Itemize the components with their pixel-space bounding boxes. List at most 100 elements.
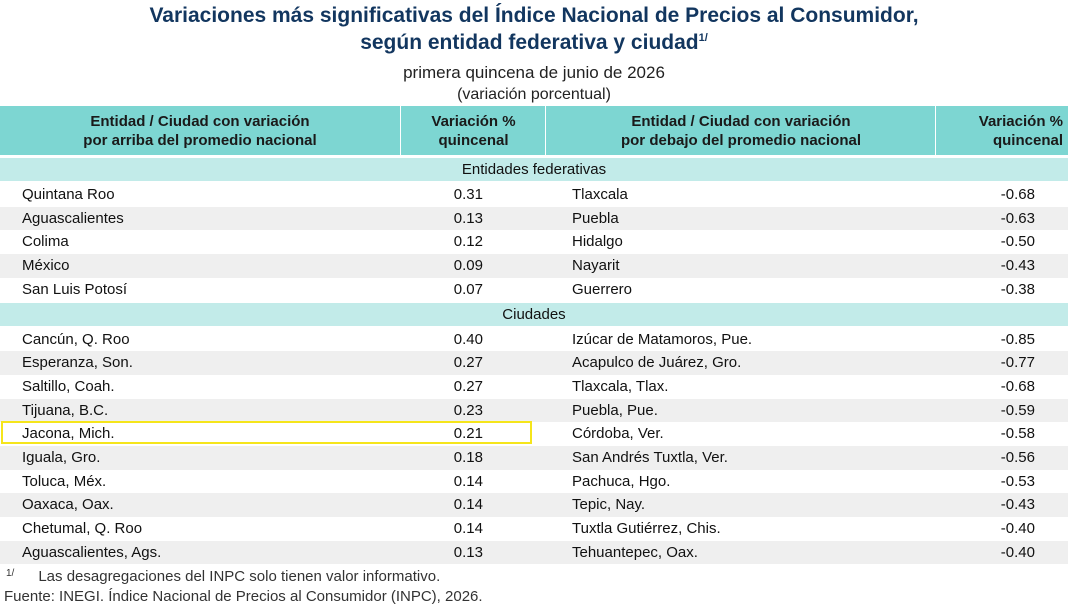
row: Quintana Roo 0.31 Tlaxcala -0.68	[0, 183, 1068, 207]
row: Tijuana, B.C. 0.23 Puebla, Pue. -0.59	[0, 398, 1068, 423]
name-cell: Tlaxcala, Tlax.	[572, 377, 669, 395]
row: Iguala, Gro. 0.18 San Andrés Tuxtla, Ver. -…	[0, 446, 1068, 470]
name-cell: San Andrés Tuxtla, Ver.	[572, 449, 728, 466]
name-cell: Iguala, Gro.	[22, 449, 101, 466]
value-cell: 0.14	[453, 520, 483, 538]
value-cell: -0.40	[1000, 543, 1035, 561]
value-cell: -0.53	[1000, 472, 1035, 490]
header-line: Entidad / Ciudad con variación	[90, 112, 310, 130]
value-cell: -0.43	[1000, 496, 1035, 514]
footnote: 1/Las desagregaciones del INPC solo tien…	[6, 568, 440, 585]
row: Chetumal, Q. Roo 0.14 Tuxtla Gutiérrez, Ch…	[0, 517, 1068, 541]
value-cell: -0.68	[1000, 377, 1035, 395]
value-cell: -0.40	[1000, 520, 1035, 538]
value-cell: 0.27	[453, 377, 483, 395]
row: San Luis Potosí 0.07 Guerrero -0.38	[0, 278, 1068, 302]
header-cell: Variación % quincenal	[400, 106, 546, 155]
title: según entidad federativa y ciudad1/	[0, 31, 1068, 55]
subtitle: primera quincena de junio de 2026	[403, 63, 665, 82]
name-cell: Jacona, Mich.	[22, 425, 115, 443]
name-cell: Quintana Roo	[22, 186, 115, 203]
value-cell: -0.68	[1000, 186, 1035, 203]
header-text: Variación % quincenal	[401, 106, 546, 155]
header-text: Entidad / Ciudad con variación por arriba…	[0, 106, 400, 155]
value-cell: 0.21	[453, 425, 483, 443]
name-cell: San Luis Potosí	[22, 280, 128, 298]
header-line: Variación %	[431, 112, 516, 130]
value-cell: 0.27	[453, 354, 483, 372]
value-cell: -0.56	[1000, 449, 1035, 466]
header-text: Entidad / Ciudad con variación por debajo…	[546, 106, 936, 155]
section-title: Ciudades	[0, 302, 1068, 326]
row: Aguascalientes, Ags. 0.13 Tehuantepec, Oax…	[0, 540, 1068, 565]
header-cell: Entidad / Ciudad con variación por arriba…	[0, 106, 400, 155]
header-line: por debajo del promedio nacional	[620, 131, 862, 149]
row: Oaxaca, Oax. 0.14 Tepic, Nay. -0.43	[0, 493, 1068, 518]
name-cell: Puebla	[572, 209, 619, 227]
name-cell: Aguascalientes, Ags.	[22, 543, 162, 561]
footnote-marker: 1/	[6, 568, 15, 579]
value-cell: -0.38	[1000, 280, 1035, 298]
value-cell: -0.85	[1000, 330, 1035, 348]
name-cell: Tehuantepec, Oax.	[572, 543, 698, 561]
header-line: Variación %	[978, 112, 1063, 130]
source: Fuente: INEGI. Índice Nacional de Precio…	[4, 588, 483, 605]
value-cell: 0.40	[453, 330, 483, 348]
footnote-text: Las desagregaciones del INPC solo tienen…	[38, 568, 441, 585]
name-cell: Nayarit	[572, 257, 620, 275]
name-cell: Guerrero	[572, 280, 633, 298]
name-cell: Pachuca, Hgo.	[572, 472, 671, 490]
value-cell: -0.59	[1000, 401, 1035, 419]
value-cell: 0.13	[453, 543, 483, 561]
row: Cancún, Q. Roo 0.40 Izúcar de Matamoros, P…	[0, 328, 1068, 352]
highlight-box	[1, 421, 532, 445]
name-cell: Puebla, Pue.	[572, 401, 658, 419]
title-text: según entidad federativa y ciudad	[360, 31, 699, 54]
value-cell: 0.09	[453, 257, 483, 275]
value-cell: 0.13	[453, 209, 483, 227]
row: Saltillo, Coah. 0.27 Tlaxcala, Tlax. -0.68	[0, 375, 1068, 399]
value-cell: 0.31	[453, 186, 483, 203]
row: Colima 0.12 Hidalgo -0.50	[0, 230, 1068, 254]
value-cell: 0.12	[453, 233, 483, 251]
name-cell: Aguascalientes	[22, 209, 124, 227]
header-line: por arriba del promedio nacional	[83, 131, 317, 149]
name-cell: Colima	[22, 233, 69, 251]
row: Jacona, Mich. 0.21 Córdoba, Ver. -0.58	[0, 422, 1068, 446]
value-cell: -0.58	[1000, 425, 1035, 443]
name-cell: Esperanza, Son.	[22, 354, 133, 372]
name-cell: Tepic, Nay.	[572, 496, 646, 514]
section-title: Entidades federativas	[0, 158, 1068, 181]
name-cell: Córdoba, Ver.	[572, 425, 664, 443]
value-cell: 0.14	[453, 496, 483, 514]
value-cell: -0.77	[1000, 354, 1035, 372]
name-cell: Izúcar de Matamoros, Pue.	[572, 330, 753, 348]
value-cell: -0.43	[1000, 257, 1035, 275]
header-text: Variación % quincenal	[936, 106, 1068, 155]
value-cell: 0.18	[453, 449, 483, 466]
name-cell: Saltillo, Coah.	[22, 377, 115, 395]
row: Toluca, Méx. 0.14 Pachuca, Hgo. -0.53	[0, 470, 1068, 494]
row: Aguascalientes 0.13 Puebla -0.63	[0, 206, 1068, 231]
row: Esperanza, Son. 0.27 Acapulco de Juárez, G…	[0, 351, 1068, 375]
row: México 0.09 Nayarit -0.43	[0, 254, 1068, 278]
title-note: 1/	[698, 32, 708, 44]
name-cell: Tuxtla Gutiérrez, Chis.	[572, 520, 721, 538]
name-cell: Toluca, Méx.	[22, 472, 107, 490]
header-cell: Entidad / Ciudad con variación por debajo…	[545, 106, 936, 155]
value-cell: -0.63	[1000, 209, 1035, 227]
value-cell: 0.23	[453, 401, 483, 419]
title: Variaciones más significativas del Índic…	[149, 4, 919, 27]
value-cell: 0.14	[453, 472, 483, 490]
header-line: Entidad / Ciudad con variación	[631, 112, 851, 130]
name-cell: Tlaxcala	[572, 186, 628, 203]
name-cell: Oaxaca, Oax.	[22, 496, 114, 514]
header-line: quincenal	[992, 131, 1063, 149]
name-cell: Hidalgo	[572, 233, 623, 251]
name-cell: Chetumal, Q. Roo	[22, 520, 143, 538]
unit: (variación porcentual)	[457, 86, 611, 103]
name-cell: Acapulco de Juárez, Gro.	[572, 354, 742, 372]
value-cell: -0.50	[1000, 233, 1035, 251]
name-cell: Tijuana, B.C.	[22, 401, 109, 419]
